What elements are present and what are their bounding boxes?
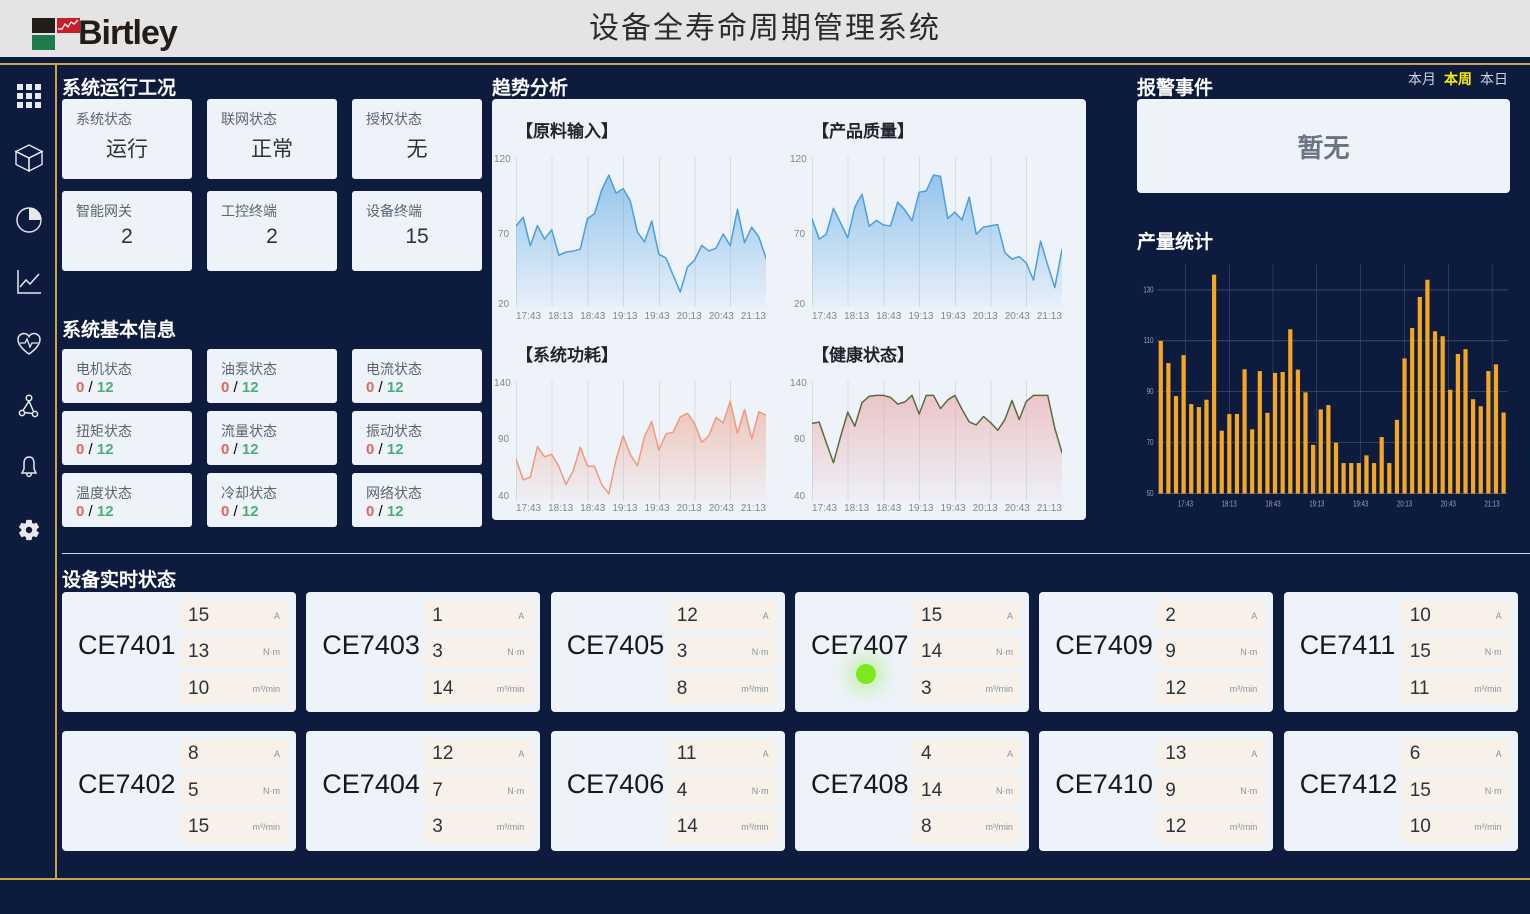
svg-text:18:13: 18:13 xyxy=(1222,500,1237,509)
svg-text:21:13: 21:13 xyxy=(1484,500,1499,509)
svg-text:50: 50 xyxy=(1147,489,1154,498)
svg-text:90: 90 xyxy=(1147,387,1154,396)
svg-text:110: 110 xyxy=(1144,336,1154,345)
svg-text:17:43: 17:43 xyxy=(1178,500,1193,509)
svg-text:70: 70 xyxy=(1147,438,1154,447)
svg-text:19:13: 19:13 xyxy=(1309,500,1324,509)
svg-text:130: 130 xyxy=(1143,285,1153,294)
svg-text:18:43: 18:43 xyxy=(1265,500,1280,509)
svg-text:20:43: 20:43 xyxy=(1441,500,1456,509)
svg-text:19:43: 19:43 xyxy=(1353,500,1368,509)
svg-text:20:13: 20:13 xyxy=(1397,500,1412,509)
